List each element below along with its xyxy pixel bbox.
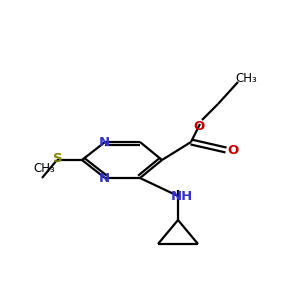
Text: S: S bbox=[53, 152, 63, 166]
Text: CH₃: CH₃ bbox=[235, 73, 257, 85]
Text: CH₃: CH₃ bbox=[33, 161, 55, 175]
Text: N: N bbox=[98, 136, 110, 148]
Text: O: O bbox=[194, 119, 205, 133]
Text: NH: NH bbox=[171, 190, 193, 203]
Text: N: N bbox=[98, 172, 110, 184]
Text: O: O bbox=[227, 143, 239, 157]
